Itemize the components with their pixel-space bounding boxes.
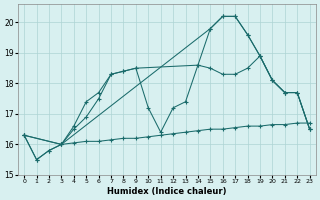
- X-axis label: Humidex (Indice chaleur): Humidex (Indice chaleur): [107, 187, 227, 196]
